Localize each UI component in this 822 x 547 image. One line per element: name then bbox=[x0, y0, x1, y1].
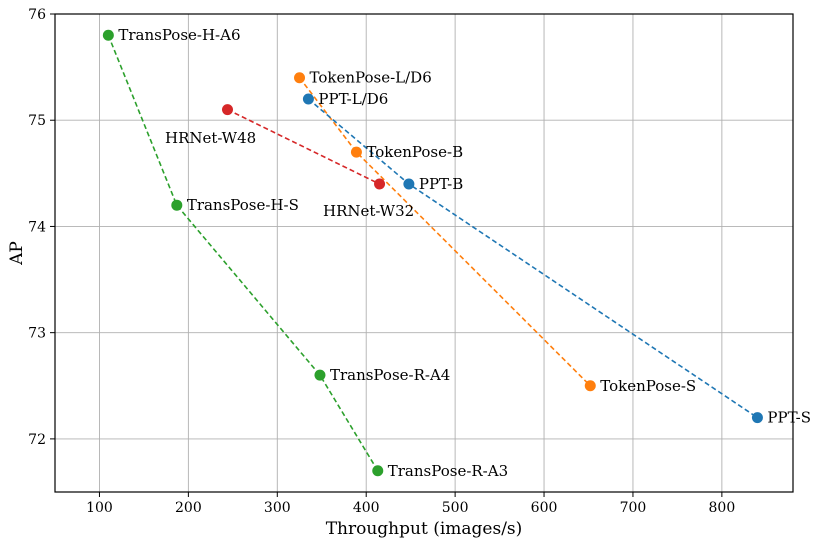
series-lines bbox=[107, 34, 758, 472]
ticks: 100 200 300 400 500 600 700 800 72 73 74 75 76 bbox=[28, 7, 735, 516]
x-tick-label: 400 bbox=[353, 500, 380, 516]
data-point bbox=[751, 412, 763, 424]
point-label: TransPose-H-A6 bbox=[118, 26, 240, 44]
data-point bbox=[302, 93, 314, 105]
point-label: TokenPose-L/D6 bbox=[310, 69, 432, 87]
y-axis-label: AP bbox=[7, 241, 27, 266]
x-axis-label: Throughput (images/s) bbox=[326, 519, 523, 539]
point-labels: TransPose-H-A6 TransPose-H-S TransPose-R-A… bbox=[118, 26, 811, 480]
y-tick-label: 74 bbox=[28, 219, 46, 235]
point-label: HRNet-W32 bbox=[323, 202, 414, 220]
point-label: PPT-B bbox=[419, 175, 463, 193]
data-point bbox=[403, 178, 415, 190]
y-tick-label: 73 bbox=[28, 326, 46, 342]
y-tick-label: 72 bbox=[28, 432, 46, 448]
plot-frame bbox=[54, 13, 794, 493]
data-point bbox=[374, 178, 386, 190]
x-tick-label: 300 bbox=[264, 500, 291, 516]
y-tick-label: 76 bbox=[28, 7, 46, 23]
data-point bbox=[314, 369, 326, 381]
series-line bbox=[298, 77, 591, 387]
x-tick-label: 800 bbox=[709, 500, 736, 516]
point-label: TokenPose-B bbox=[366, 143, 463, 161]
x-tick-label: 200 bbox=[175, 500, 202, 516]
point-label: TransPose-R-A3 bbox=[388, 462, 508, 480]
x-tick-label: 500 bbox=[442, 500, 469, 516]
x-tick-label: 700 bbox=[620, 500, 647, 516]
point-label: PPT-L/D6 bbox=[318, 90, 388, 108]
data-point bbox=[350, 146, 362, 158]
point-label: TokenPose-S bbox=[600, 377, 696, 395]
data-points bbox=[102, 29, 763, 477]
point-label: PPT-S bbox=[767, 409, 811, 427]
data-point bbox=[221, 104, 233, 116]
x-tick-label: 100 bbox=[86, 500, 113, 516]
series-line bbox=[227, 108, 380, 185]
series-line bbox=[107, 34, 379, 472]
data-point bbox=[584, 380, 596, 392]
y-tick-label: 75 bbox=[28, 113, 46, 129]
point-label: HRNet-W48 bbox=[165, 129, 256, 147]
data-point bbox=[102, 29, 114, 41]
data-point bbox=[171, 199, 183, 211]
data-point bbox=[372, 465, 384, 477]
x-tick-label: 600 bbox=[531, 500, 558, 516]
data-point bbox=[294, 72, 306, 84]
point-label: TransPose-H-S bbox=[187, 196, 299, 214]
point-label: TransPose-R-A4 bbox=[330, 366, 450, 384]
